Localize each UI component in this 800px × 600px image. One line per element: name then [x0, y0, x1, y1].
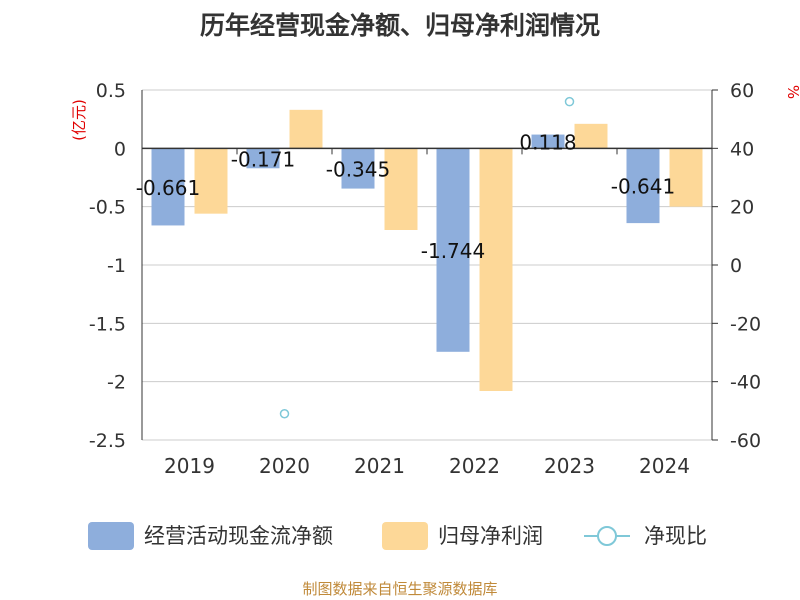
x-tick-label: 2024: [639, 454, 690, 478]
y-left-tick-label: -2.5: [89, 430, 126, 452]
y-left-tick-label: -0.5: [89, 197, 126, 219]
cashflow-bar: [626, 148, 660, 224]
legend-ratio-marker: [597, 526, 617, 546]
y-left-tick-label: -1.5: [89, 313, 126, 335]
netprofit-bar: [289, 109, 323, 149]
ratio-point: [279, 409, 290, 419]
cashflow-data-label: -0.171: [231, 147, 295, 171]
cashflow-bar: [531, 134, 565, 149]
legend-netprofit-label: 归母净利润: [438, 524, 543, 548]
legend-cashflow-label: 经营活动现金流净额: [144, 524, 333, 548]
cashflow-data-label: -0.345: [326, 157, 390, 181]
chart-title: 历年经营现金净额、归母净利润情况: [200, 11, 600, 40]
cashflow-bar: [436, 148, 470, 352]
x-tick-label: 2023: [544, 454, 595, 478]
y-left-tick-label: -2: [107, 372, 126, 394]
y-right-tick-label: 40: [730, 138, 754, 160]
y-right-tick-label: -20: [730, 313, 761, 335]
y-left-tick-label: 0.5: [96, 80, 126, 102]
cashflow-data-label: -0.641: [611, 175, 675, 199]
legend-ratio-label: 净现比: [644, 524, 707, 548]
y-right-tick-label: 0: [730, 255, 742, 277]
netprofit-bar: [384, 148, 418, 230]
netprofit-bar: [574, 123, 608, 149]
cashflow-data-label: -0.661: [136, 176, 200, 200]
source-footer: 制图数据来自恒生聚源数据库: [302, 580, 498, 598]
netprofit-bar: [669, 148, 703, 207]
legend-cashflow-swatch: [88, 522, 134, 550]
y-right-tick-label: -60: [730, 430, 761, 452]
cashflow-data-label: -1.744: [421, 239, 485, 263]
cashflow-bar: [341, 148, 375, 189]
y-left-axis-title: (亿元): [70, 99, 88, 141]
y-right-axis-title: %: [784, 85, 800, 99]
netprofit-bar: [479, 148, 513, 391]
cashflow-bar: [246, 148, 280, 169]
netprofit-bar: [194, 148, 228, 214]
y-left-tick-label: 0: [114, 138, 126, 160]
x-tick-label: 2020: [259, 454, 310, 478]
x-tick-label: 2022: [449, 454, 500, 478]
x-tick-label: 2021: [354, 454, 405, 478]
ratio-point: [564, 96, 575, 107]
y-right-tick-label: 20: [730, 197, 754, 219]
cashflow-data-label: 0.118: [519, 130, 576, 154]
y-right-tick-label: -40: [730, 372, 761, 394]
x-tick-label: 2019: [164, 454, 215, 478]
legend-netprofit-swatch: [382, 522, 428, 550]
y-right-tick-label: 60: [730, 80, 754, 102]
y-left-tick-label: -1: [107, 255, 126, 277]
cashflow-bar: [151, 148, 185, 226]
